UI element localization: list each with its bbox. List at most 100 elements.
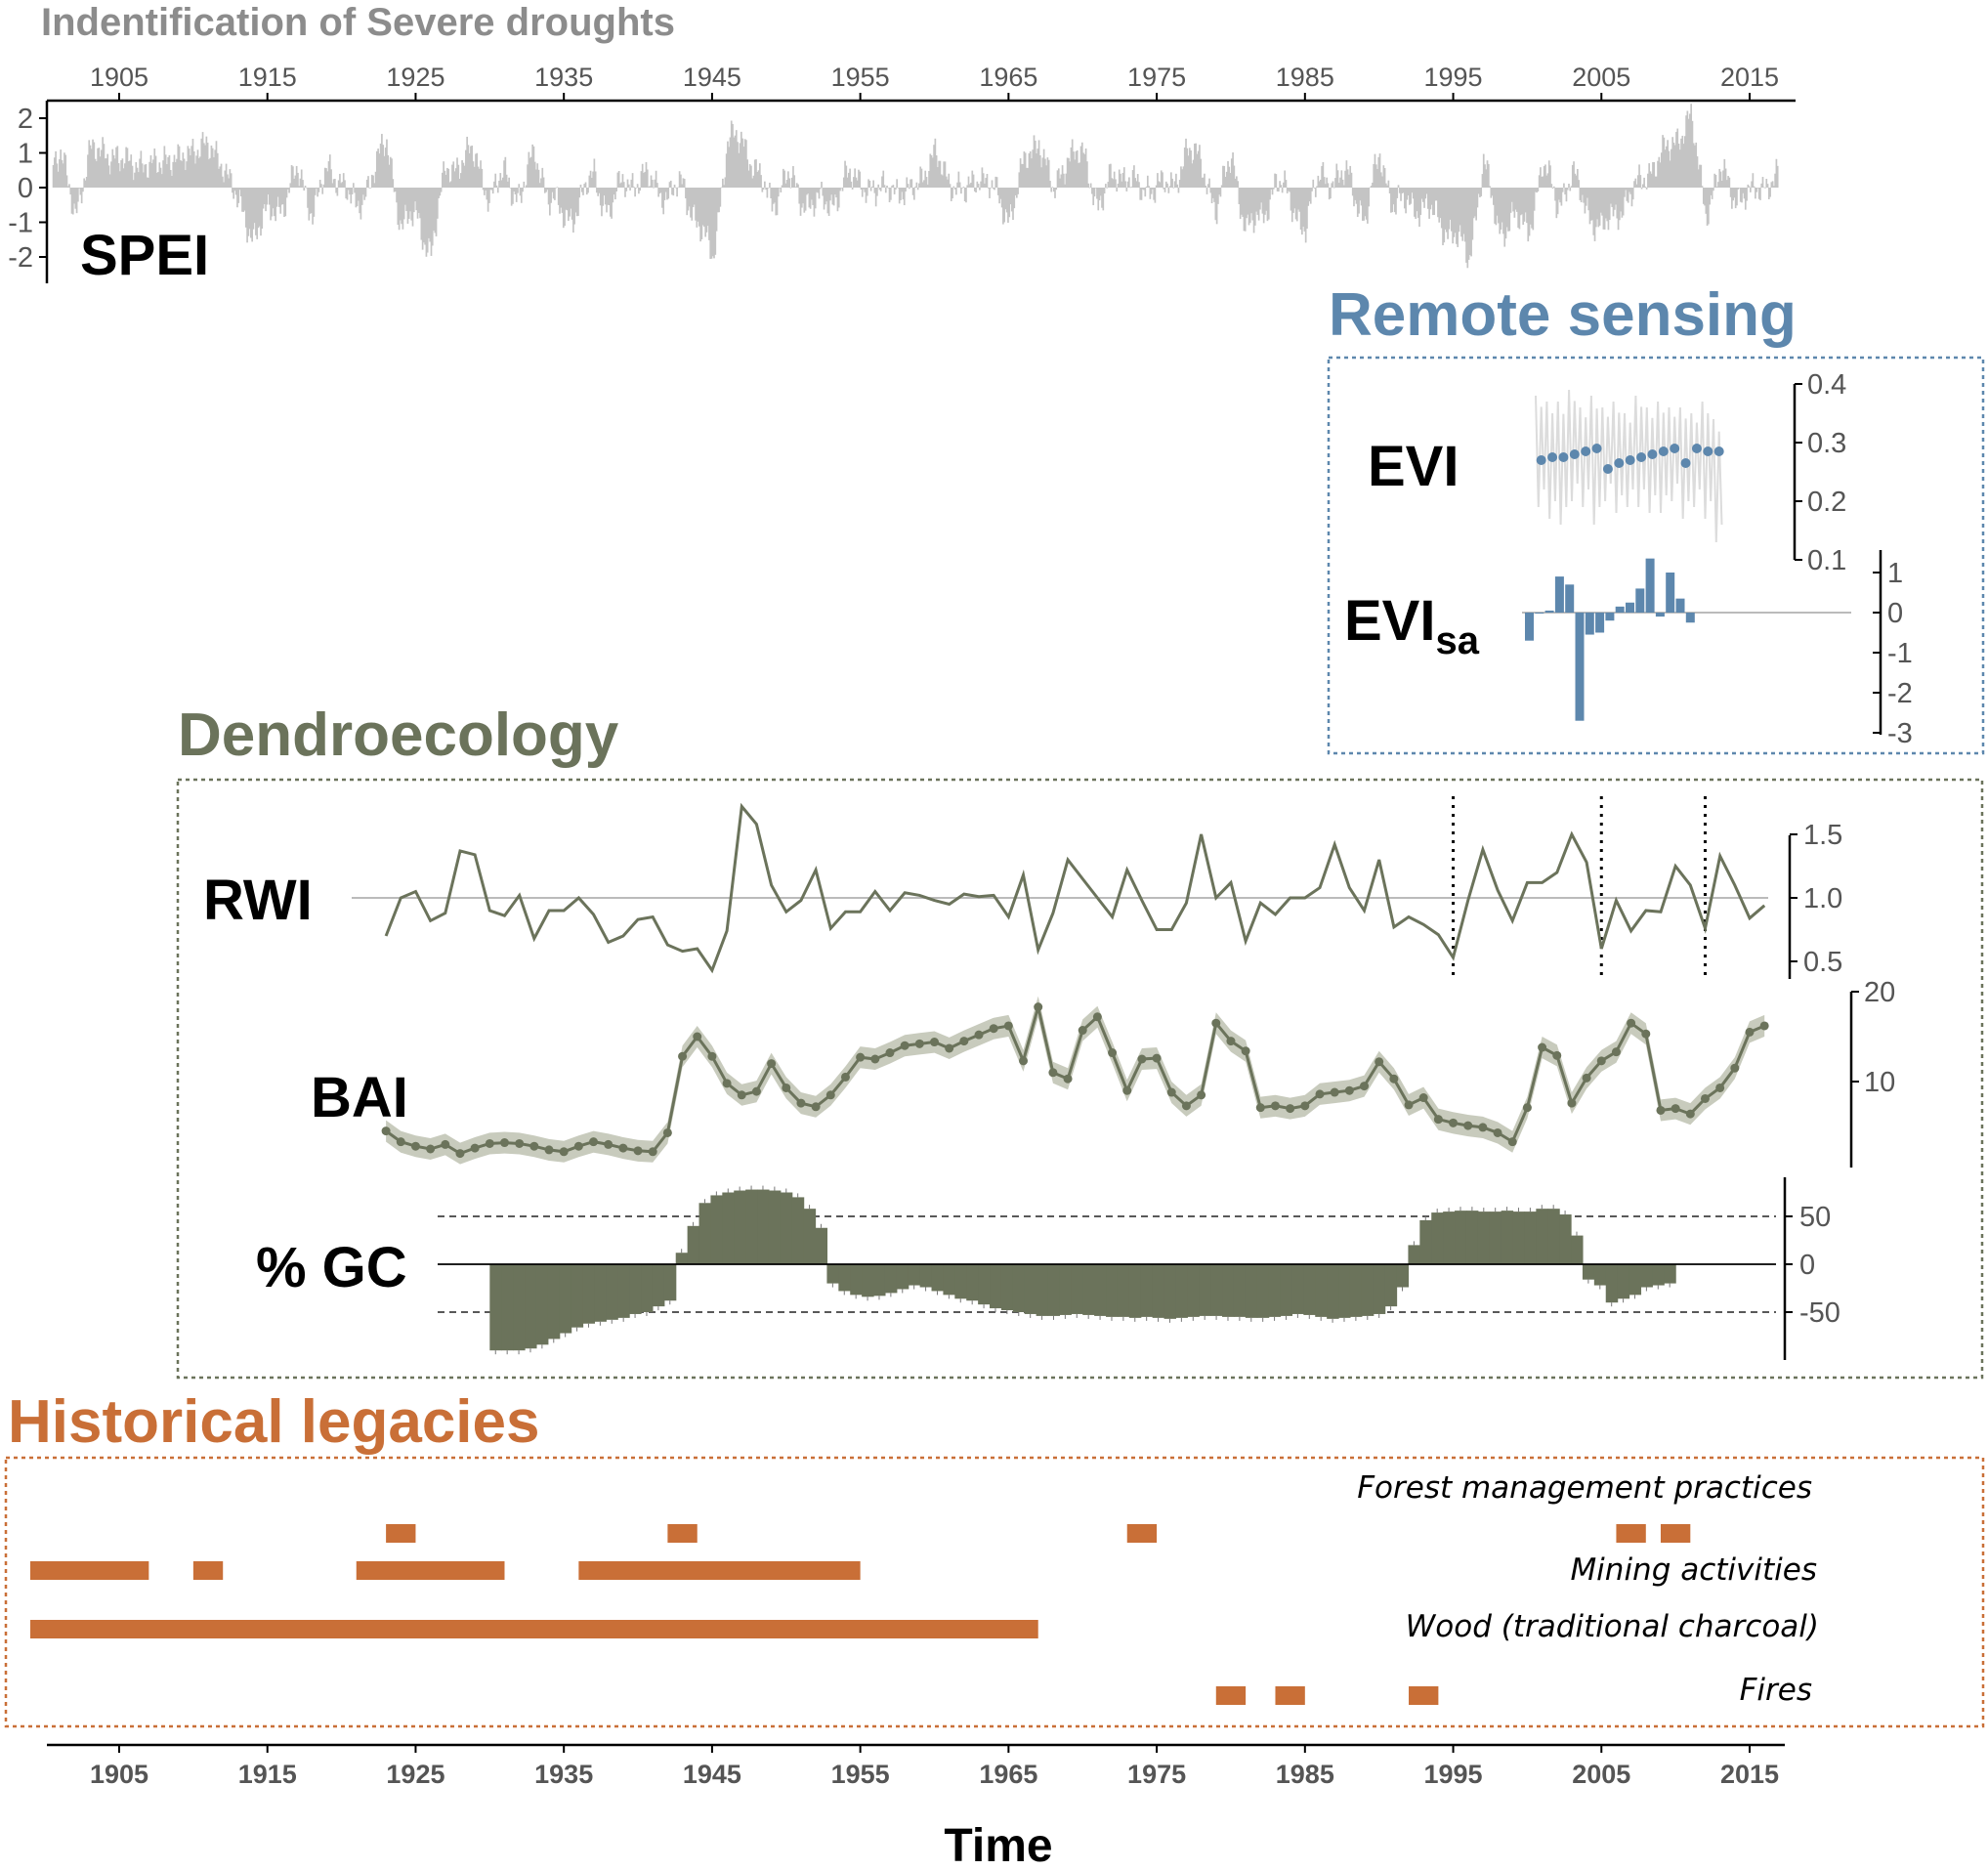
spei-bar <box>1120 173 1121 188</box>
spei-bar <box>168 154 171 188</box>
spei-bar <box>52 164 55 188</box>
gc-bar <box>513 1264 526 1351</box>
evisa-bar <box>1575 613 1585 721</box>
gc-bar <box>1106 1264 1119 1317</box>
spei-bar <box>463 165 466 188</box>
spei-bar <box>295 165 298 188</box>
bai-point <box>1330 1087 1339 1097</box>
spei-bar <box>1496 188 1499 216</box>
spei-bar <box>1743 188 1746 199</box>
spei-bar <box>1289 188 1291 192</box>
spei-bar <box>730 120 733 188</box>
gc-bar <box>594 1264 607 1322</box>
spei-bar <box>153 149 156 188</box>
spei-bar <box>836 188 839 212</box>
spei-bar <box>1166 183 1168 188</box>
spei-bar <box>444 174 447 188</box>
spei-bar <box>233 188 236 191</box>
spei-bar <box>761 188 764 192</box>
spei-bar <box>1650 173 1653 188</box>
spei-bar <box>1208 178 1210 188</box>
gc-bar <box>1384 1264 1398 1307</box>
spei-bar <box>1702 188 1705 204</box>
spei-bar <box>194 163 196 188</box>
spei-bar <box>519 188 522 196</box>
spei-bar <box>1088 187 1091 189</box>
spei-bar <box>587 188 589 193</box>
spei-bar <box>1467 188 1470 260</box>
spei-bar <box>772 188 775 204</box>
spei-bar <box>811 188 813 200</box>
spei-bar <box>1744 188 1747 210</box>
bai-point <box>485 1138 494 1148</box>
spei-bar <box>129 160 131 188</box>
spei-bar <box>998 188 1000 204</box>
spei-bar <box>1486 160 1489 188</box>
spei-bar <box>835 188 838 198</box>
spei-bar <box>1753 186 1755 188</box>
spei-bar <box>900 188 902 200</box>
spei-bar <box>120 159 122 188</box>
spei-bar <box>350 188 353 204</box>
spei-bar <box>1046 157 1049 188</box>
spei-bar <box>1301 188 1303 235</box>
spei-bar <box>1412 188 1415 199</box>
spei-bar <box>1385 183 1387 188</box>
spei-bar <box>442 172 444 188</box>
spei-bar <box>352 183 355 188</box>
bai-point <box>1078 1026 1087 1036</box>
spei-bar <box>1302 188 1304 228</box>
spei-bar <box>962 187 965 188</box>
spei-bar <box>1579 188 1582 200</box>
spei-bar <box>201 132 204 188</box>
time-x-tick-label: 2015 <box>1720 1760 1779 1789</box>
spei-bar <box>106 153 109 188</box>
spei-bar <box>66 186 69 188</box>
spei-bar <box>1751 181 1753 188</box>
bai-point <box>1300 1101 1310 1111</box>
spei-bar <box>755 159 757 188</box>
spei-bar <box>690 188 692 218</box>
spei-bar <box>572 188 574 234</box>
gc-bar <box>501 1264 514 1351</box>
bai-point <box>1404 1100 1414 1110</box>
spei-bar <box>99 156 102 188</box>
spei-bar <box>566 188 569 211</box>
spei-bar <box>556 187 559 189</box>
spei-bar <box>536 163 539 188</box>
spei-bar <box>431 188 434 246</box>
spei-bar <box>172 161 175 188</box>
gc-bar <box>757 1189 770 1264</box>
spei-bar <box>404 188 406 205</box>
spei-bar <box>1766 184 1769 188</box>
spei-bar <box>1560 188 1563 206</box>
spei-bar <box>471 145 474 188</box>
bai-point <box>1478 1123 1488 1132</box>
spei-bar <box>451 164 453 188</box>
spei-bar <box>991 180 994 188</box>
spei-bar <box>1129 187 1131 189</box>
spei-bar <box>876 188 878 196</box>
spei-bar <box>550 188 552 203</box>
spei-bar <box>1210 188 1213 204</box>
gc-bar <box>1128 1264 1142 1318</box>
spei-bar <box>658 188 661 194</box>
spei-bar <box>1421 188 1424 202</box>
gc-bar <box>745 1189 758 1264</box>
spei-bar <box>495 185 498 188</box>
spei-bar <box>1757 188 1760 199</box>
spei-bar <box>478 168 481 188</box>
spei-bar <box>1101 188 1103 208</box>
spei-bar <box>503 160 505 188</box>
spei-bar <box>866 188 868 196</box>
spei-bar <box>481 168 484 188</box>
gc-bar <box>1361 1264 1375 1316</box>
gc-bar <box>1349 1264 1363 1317</box>
spei-bar <box>320 184 322 188</box>
spei-bar <box>500 180 503 188</box>
spei-bar <box>1211 188 1214 198</box>
spei-bar <box>1045 165 1047 188</box>
spei-bar <box>1728 177 1731 188</box>
bai-point <box>1122 1085 1132 1095</box>
spei-bar <box>117 162 120 188</box>
